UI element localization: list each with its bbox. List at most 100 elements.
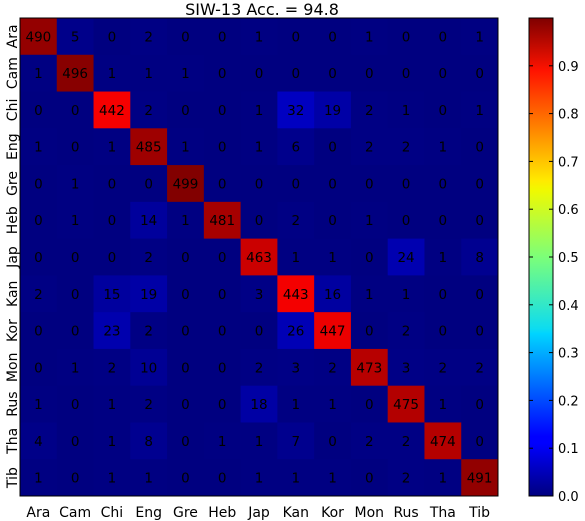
heatmap-cell — [461, 348, 499, 387]
cell-value: 0 — [255, 213, 264, 229]
heatmap-cell — [424, 459, 462, 497]
heatmap-cell — [277, 238, 315, 276]
cell-value: 2 — [34, 287, 43, 303]
heatmap-cell — [56, 54, 95, 93]
colorbar-tick-label: 0.3 — [558, 347, 579, 362]
cell-value: 481 — [209, 213, 235, 229]
heatmap-cell — [461, 128, 499, 166]
cell-value: 442 — [99, 103, 125, 119]
row-label: Mon — [5, 353, 21, 383]
cell-value: 0 — [34, 324, 43, 340]
heatmap-cell — [240, 275, 278, 313]
heatmap-cell — [240, 459, 278, 497]
heatmap-cell — [56, 385, 95, 423]
col-label: Ara — [26, 505, 50, 521]
heatmap-cell — [424, 201, 462, 240]
heatmap-cell — [167, 128, 205, 166]
cell-value: 5 — [71, 29, 80, 45]
cell-value: 0 — [108, 250, 117, 266]
heatmap-cell — [424, 385, 462, 423]
cell-value: 0 — [218, 66, 227, 82]
heatmap-cell — [277, 91, 315, 129]
cell-value: 1 — [439, 397, 448, 413]
cell-value: 0 — [475, 140, 484, 156]
heatmap-cell — [277, 312, 315, 350]
cell-value: 7 — [291, 434, 300, 450]
cell-value: 1 — [108, 140, 117, 156]
heatmap-cell — [277, 54, 315, 93]
cell-value: 0 — [365, 471, 374, 487]
colorbar-tick-label: 0.4 — [558, 299, 579, 314]
cell-value: 26 — [287, 324, 304, 340]
col-label: Heb — [208, 505, 236, 521]
heatmap-cell — [461, 238, 499, 276]
cell-value: 2 — [328, 360, 337, 376]
heatmap-cell — [167, 459, 205, 497]
cell-value: 491 — [467, 471, 493, 487]
heatmap-cell — [424, 91, 462, 129]
cell-value: 2 — [365, 434, 374, 450]
heatmap-cell — [93, 459, 131, 497]
cell-value: 1 — [181, 66, 190, 82]
cell-value: 2 — [402, 471, 411, 487]
heatmap-cell — [56, 201, 95, 240]
cell-value: 0 — [181, 324, 190, 340]
cell-value: 0 — [34, 103, 43, 119]
heatmap-cell — [424, 312, 462, 350]
cell-value: 14 — [140, 213, 157, 229]
heatmap-cell — [130, 385, 168, 423]
heatmap-cell — [56, 275, 95, 313]
heatmap-cell — [130, 54, 168, 93]
cell-value: 2 — [402, 140, 411, 156]
cell-value: 24 — [397, 250, 414, 266]
cell-value: 19 — [140, 287, 157, 303]
heatmap-cell — [350, 238, 389, 276]
heatmap-cells: 490 5 0 2 0 0 1 0 0 1 0 0 11 496 1 1 1 0 0 0 0 0 0 0 00 0 442 2 0 0 1 3… — [20, 18, 499, 497]
heatmap-cell — [20, 385, 58, 423]
cell-value: 0 — [181, 287, 190, 303]
cell-value: 1 — [255, 103, 264, 119]
cell-value: 0 — [328, 29, 337, 45]
cell-value: 2 — [402, 434, 411, 450]
heatmap-cell — [240, 348, 278, 387]
heatmap-cell — [387, 422, 425, 460]
col-label: Jap — [247, 505, 270, 521]
cell-value: 1 — [439, 140, 448, 156]
cell-value: 0 — [218, 29, 227, 45]
cell-value: 2 — [365, 140, 374, 156]
heatmap-cell — [56, 165, 95, 203]
colorbar-ticks: 0.0 0.1 0.2 0.3 0.4 0.5 0.6 0.7 0.8 0.9 — [529, 60, 579, 505]
cell-value: 0 — [108, 29, 117, 45]
cell-value: 1 — [365, 213, 374, 229]
cell-value: 0 — [181, 250, 190, 266]
heatmap-cell — [387, 459, 425, 497]
cell-value: 2 — [291, 213, 300, 229]
heatmap-cell — [240, 18, 278, 56]
heatmap-cell — [424, 18, 462, 56]
heatmap-cell — [387, 91, 425, 129]
heatmap-cell — [387, 238, 425, 276]
cell-value: 0 — [365, 397, 374, 413]
cell-value: 0 — [218, 176, 227, 192]
cell-value: 0 — [328, 140, 337, 156]
heatmap-cell — [240, 128, 278, 166]
heatmap-frame — [19, 17, 499, 497]
cell-value: 1 — [291, 471, 300, 487]
cell-value: 1 — [34, 471, 43, 487]
cell-value: 0 — [365, 250, 374, 266]
heatmap-cell — [387, 312, 425, 350]
cell-value: 0 — [181, 471, 190, 487]
heatmap-cell — [387, 128, 425, 166]
cell-value: 2 — [108, 360, 117, 376]
heatmap-cell — [20, 238, 58, 276]
cell-value: 1 — [108, 471, 117, 487]
heatmap-cell — [424, 165, 462, 203]
cell-value: 1 — [181, 213, 190, 229]
cell-value: 0 — [439, 287, 448, 303]
cell-value: 16 — [324, 287, 341, 303]
cell-value: 0 — [365, 324, 374, 340]
heatmap-cell — [387, 385, 425, 423]
heatmap-cell — [93, 422, 131, 460]
heatmap-cell — [56, 312, 95, 350]
heatmap-cell — [350, 201, 389, 240]
